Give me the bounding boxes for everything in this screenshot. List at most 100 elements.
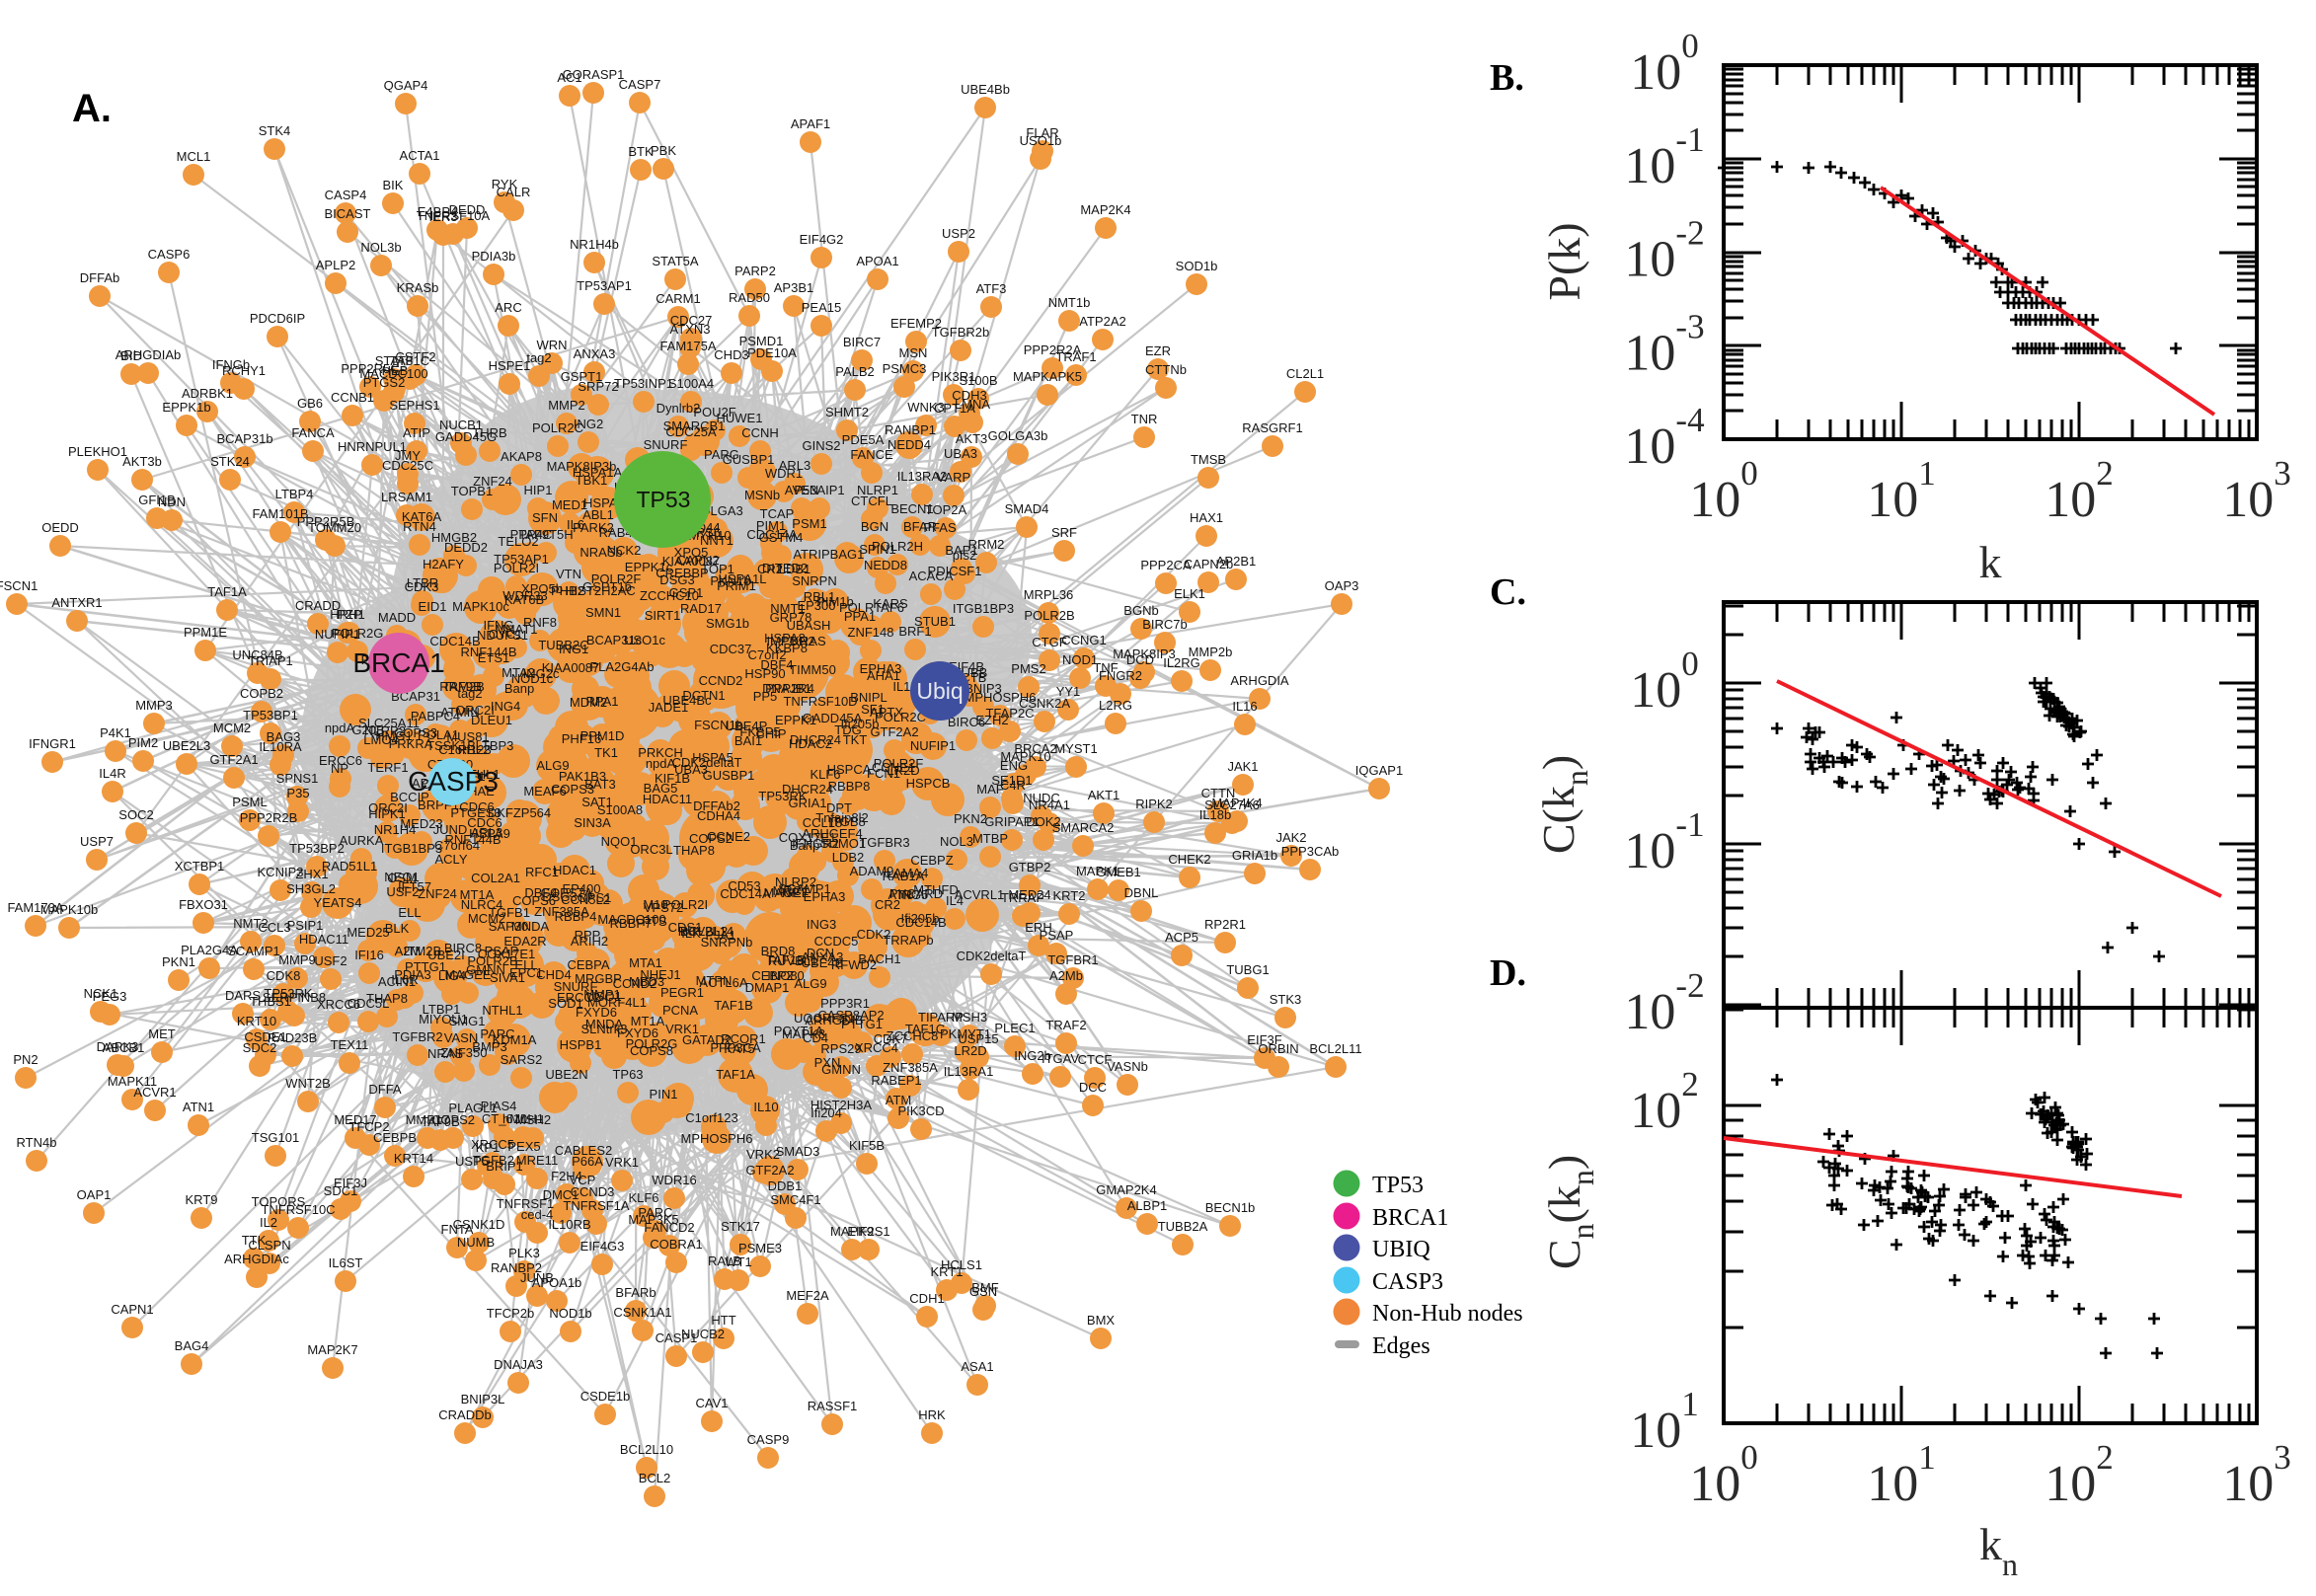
- svg-text:AP3B1: AP3B1: [774, 280, 813, 295]
- svg-text:ING1: ING1: [559, 642, 588, 656]
- svg-text:MMP9: MMP9: [278, 952, 316, 967]
- svg-text:SE1D1: SE1D1: [991, 773, 1032, 788]
- svg-text:KLF6: KLF6: [810, 767, 840, 782]
- svg-text:CR2: CR2: [875, 897, 900, 912]
- svg-text:COPB2: COPB2: [240, 686, 283, 701]
- svg-text:MACDC100: MACDC100: [597, 912, 665, 927]
- svg-text:STAT5A: STAT5A: [652, 254, 699, 268]
- svg-text:LMNA: LMNA: [955, 397, 990, 412]
- svg-text:BTK: BTK: [628, 144, 654, 159]
- svg-text:PDICSF1: PDICSF1: [928, 564, 982, 578]
- svg-text:TNFRSF10C: TNFRSF10C: [261, 1202, 335, 1217]
- svg-text:KLF6: KLF6: [628, 1190, 658, 1205]
- svg-text:MED17: MED17: [334, 1112, 376, 1127]
- svg-text:TGFBR2: TGFBR2: [392, 1029, 442, 1044]
- svg-text:P35: P35: [286, 786, 309, 800]
- svg-text:CTTN: CTTN: [1201, 786, 1236, 800]
- svg-text:pfs2: pfs2: [953, 548, 977, 563]
- svg-text:JAK2: JAK2: [1275, 830, 1306, 845]
- svg-text:KARS: KARS: [873, 596, 908, 611]
- svg-text:BNIP3L: BNIP3L: [461, 1392, 505, 1406]
- svg-text:FSCN1: FSCN1: [0, 578, 38, 593]
- svg-text:DITED2: DITED2: [762, 561, 808, 575]
- svg-text:C7orf2: C7orf2: [747, 647, 786, 662]
- svg-text:CAPN1: CAPN1: [111, 1302, 153, 1317]
- svg-text:TERF1: TERF1: [367, 760, 408, 775]
- svg-text:ING3: ING3: [807, 917, 836, 932]
- svg-text:TMSB: TMSB: [1191, 452, 1226, 467]
- svg-text:SEPHS1: SEPHS1: [389, 398, 439, 413]
- svg-text:CSDE1b: CSDE1b: [580, 1389, 631, 1404]
- svg-text:STUB1: STUB1: [914, 614, 956, 629]
- svg-text:IL16: IL16: [1232, 699, 1257, 714]
- svg-text:BGN: BGN: [861, 519, 888, 534]
- svg-text:CLSPN: CLSPN: [248, 1238, 290, 1253]
- svg-text:S100B: S100B: [959, 373, 997, 388]
- svg-text:AKT3b: AKT3b: [122, 454, 162, 469]
- svg-text:CHD3: CHD3: [714, 347, 748, 362]
- svg-text:PSME3: PSME3: [738, 1241, 782, 1255]
- svg-text:RP2R1: RP2R1: [1204, 917, 1246, 932]
- svg-text:FNGR2: FNGR2: [1099, 668, 1142, 683]
- svg-text:USF2: USF2: [314, 953, 347, 968]
- svg-text:RANBP1: RANBP1: [885, 422, 936, 437]
- svg-text:B.: B.: [1490, 57, 1524, 99]
- svg-text:COL2A1: COL2A1: [471, 871, 520, 885]
- svg-text:POLR2G: POLR2G: [626, 1036, 678, 1051]
- svg-text:USF2: USF2: [386, 884, 419, 899]
- svg-text:HRK: HRK: [918, 1407, 946, 1422]
- svg-text:TGFBR1: TGFBR1: [1047, 952, 1098, 967]
- svg-text:TP53RK: TP53RK: [758, 789, 807, 803]
- svg-text:SMC4F1: SMC4F1: [770, 1192, 820, 1207]
- svg-text:APAF1: APAF1: [791, 116, 830, 131]
- svg-text:NOD1b: NOD1b: [549, 1306, 591, 1321]
- svg-text:NEDD4: NEDD4: [888, 437, 931, 452]
- svg-text:POU2F: POU2F: [693, 405, 735, 419]
- svg-text:IQGAP1: IQGAP1: [1355, 763, 1403, 778]
- svg-text:MSN: MSN: [899, 345, 928, 360]
- svg-text:DFFAb: DFFAb: [80, 270, 119, 285]
- svg-text:MBD3: MBD3: [629, 974, 664, 989]
- svg-text:PTTG1: PTTG1: [405, 959, 446, 974]
- svg-text:PCNA: PCNA: [662, 1003, 698, 1018]
- svg-text:OEDD: OEDD: [41, 520, 79, 535]
- svg-text:APTX: APTX: [870, 705, 903, 720]
- svg-text:HCLS1: HCLS1: [941, 1257, 982, 1272]
- svg-text:NLRP1: NLRP1: [857, 483, 898, 497]
- svg-text:CEBPB: CEBPB: [373, 1130, 417, 1145]
- svg-text:GMAP2K4: GMAP2K4: [1096, 1182, 1156, 1197]
- svg-text:BAG1: BAG1: [830, 547, 865, 562]
- svg-text:BIK: BIK: [383, 178, 404, 192]
- svg-text:HAX1: HAX1: [1190, 510, 1223, 525]
- svg-text:A2Mb: A2Mb: [1049, 968, 1083, 983]
- svg-text:SPNS1: SPNS1: [276, 771, 319, 786]
- svg-text:EPPK1c: EPPK1c: [625, 560, 673, 574]
- svg-text:MED24: MED24: [1008, 887, 1050, 902]
- svg-text:MEF2A: MEF2A: [786, 1288, 829, 1303]
- svg-text:EIF4G3: EIF4G3: [580, 1239, 625, 1254]
- svg-text:APOA1: APOA1: [856, 254, 898, 268]
- svg-text:PRKRA: PRKRA: [389, 736, 433, 751]
- svg-text:BRCA1: BRCA1: [1372, 1205, 1448, 1231]
- svg-text:BCL2L11: BCL2L11: [1309, 1041, 1361, 1056]
- svg-text:DLEU1: DLEU1: [471, 713, 512, 727]
- svg-text:MAPK8IP3: MAPK8IP3: [1113, 646, 1176, 661]
- svg-text:JADE1: JADE1: [649, 700, 688, 715]
- svg-text:ELK1: ELK1: [1174, 586, 1205, 601]
- svg-text:SIN3A: SIN3A: [574, 815, 611, 830]
- svg-text:USP7: USP7: [80, 834, 114, 849]
- svg-text:EID1: EID1: [419, 599, 447, 614]
- svg-text:SIRT1: SIRT1: [645, 608, 681, 623]
- svg-text:TEX11: TEX11: [331, 1037, 369, 1052]
- svg-text:MCL1: MCL1: [177, 149, 211, 164]
- svg-text:AURKA: AURKA: [340, 833, 384, 848]
- svg-text:PPP3CAb: PPP3CAb: [1281, 844, 1340, 859]
- svg-text:ZNF148: ZNF148: [848, 625, 894, 640]
- svg-text:GTBP2: GTBP2: [1009, 860, 1051, 874]
- svg-text:CTTNb: CTTNb: [1145, 362, 1187, 377]
- svg-text:ced-4: ced-4: [521, 1207, 554, 1222]
- svg-text:PKMYT1: PKMYT1: [940, 1026, 991, 1041]
- svg-text:PLK3: PLK3: [508, 1246, 540, 1260]
- svg-text:RAD17: RAD17: [680, 601, 722, 616]
- svg-text:D.: D.: [1490, 952, 1526, 994]
